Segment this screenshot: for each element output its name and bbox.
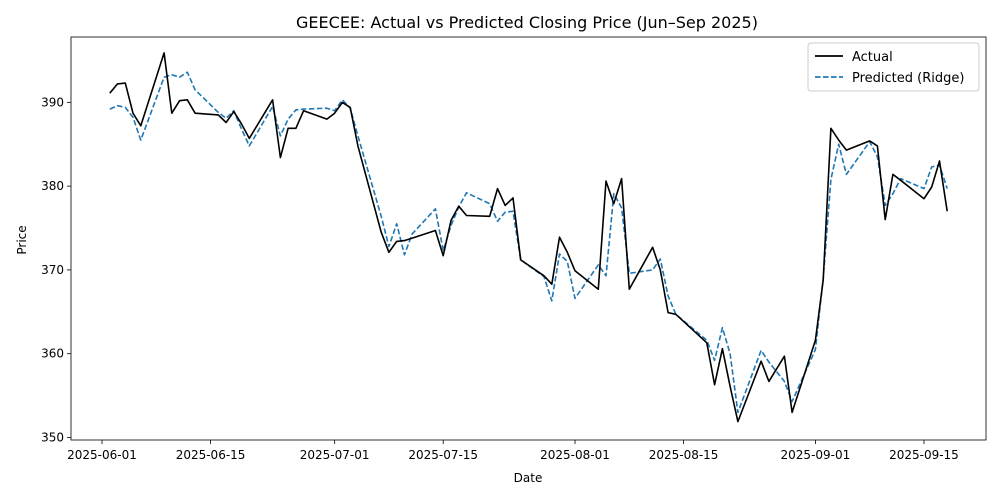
- legend: Actual Predicted (Ridge): [807, 42, 980, 92]
- y-tick-label: 370: [41, 263, 64, 277]
- x-tick-label: 2025-07-01: [300, 448, 370, 462]
- legend-box: [807, 42, 980, 92]
- x-tick-label: 2025-08-01: [540, 448, 610, 462]
- plot-area: [109, 52, 948, 423]
- x-tick-label: 2025-06-15: [176, 448, 246, 462]
- plot-frame: [70, 36, 987, 441]
- x-tick-label: 2025-07-15: [408, 448, 478, 462]
- y-tick-label: 380: [41, 179, 64, 193]
- x-axis-label: Date: [514, 471, 543, 485]
- y-tick-label: 350: [41, 430, 64, 444]
- x-axis: 2025-06-01 2025-06-15 2025-07-01 2025-07-15…: [67, 440, 959, 462]
- series-line-actual: [109, 52, 948, 423]
- legend-label-predicted: Predicted (Ridge): [852, 71, 964, 86]
- chart-title: GEECEE: Actual vs Predicted Closing Pric…: [296, 13, 758, 32]
- legend-label-actual: Actual: [852, 50, 893, 65]
- y-axis: 350 360 370 380 390: [41, 95, 71, 444]
- y-axis-label: Price: [15, 225, 29, 254]
- x-tick-label: 2025-09-01: [781, 448, 851, 462]
- x-tick-label: 2025-09-15: [889, 448, 959, 462]
- x-tick-label: 2025-08-15: [649, 448, 719, 462]
- series-line-predicted-ridge: [109, 71, 948, 414]
- y-tick-label: 360: [41, 347, 64, 361]
- x-tick-label: 2025-06-01: [67, 448, 137, 462]
- y-tick-label: 390: [41, 95, 64, 109]
